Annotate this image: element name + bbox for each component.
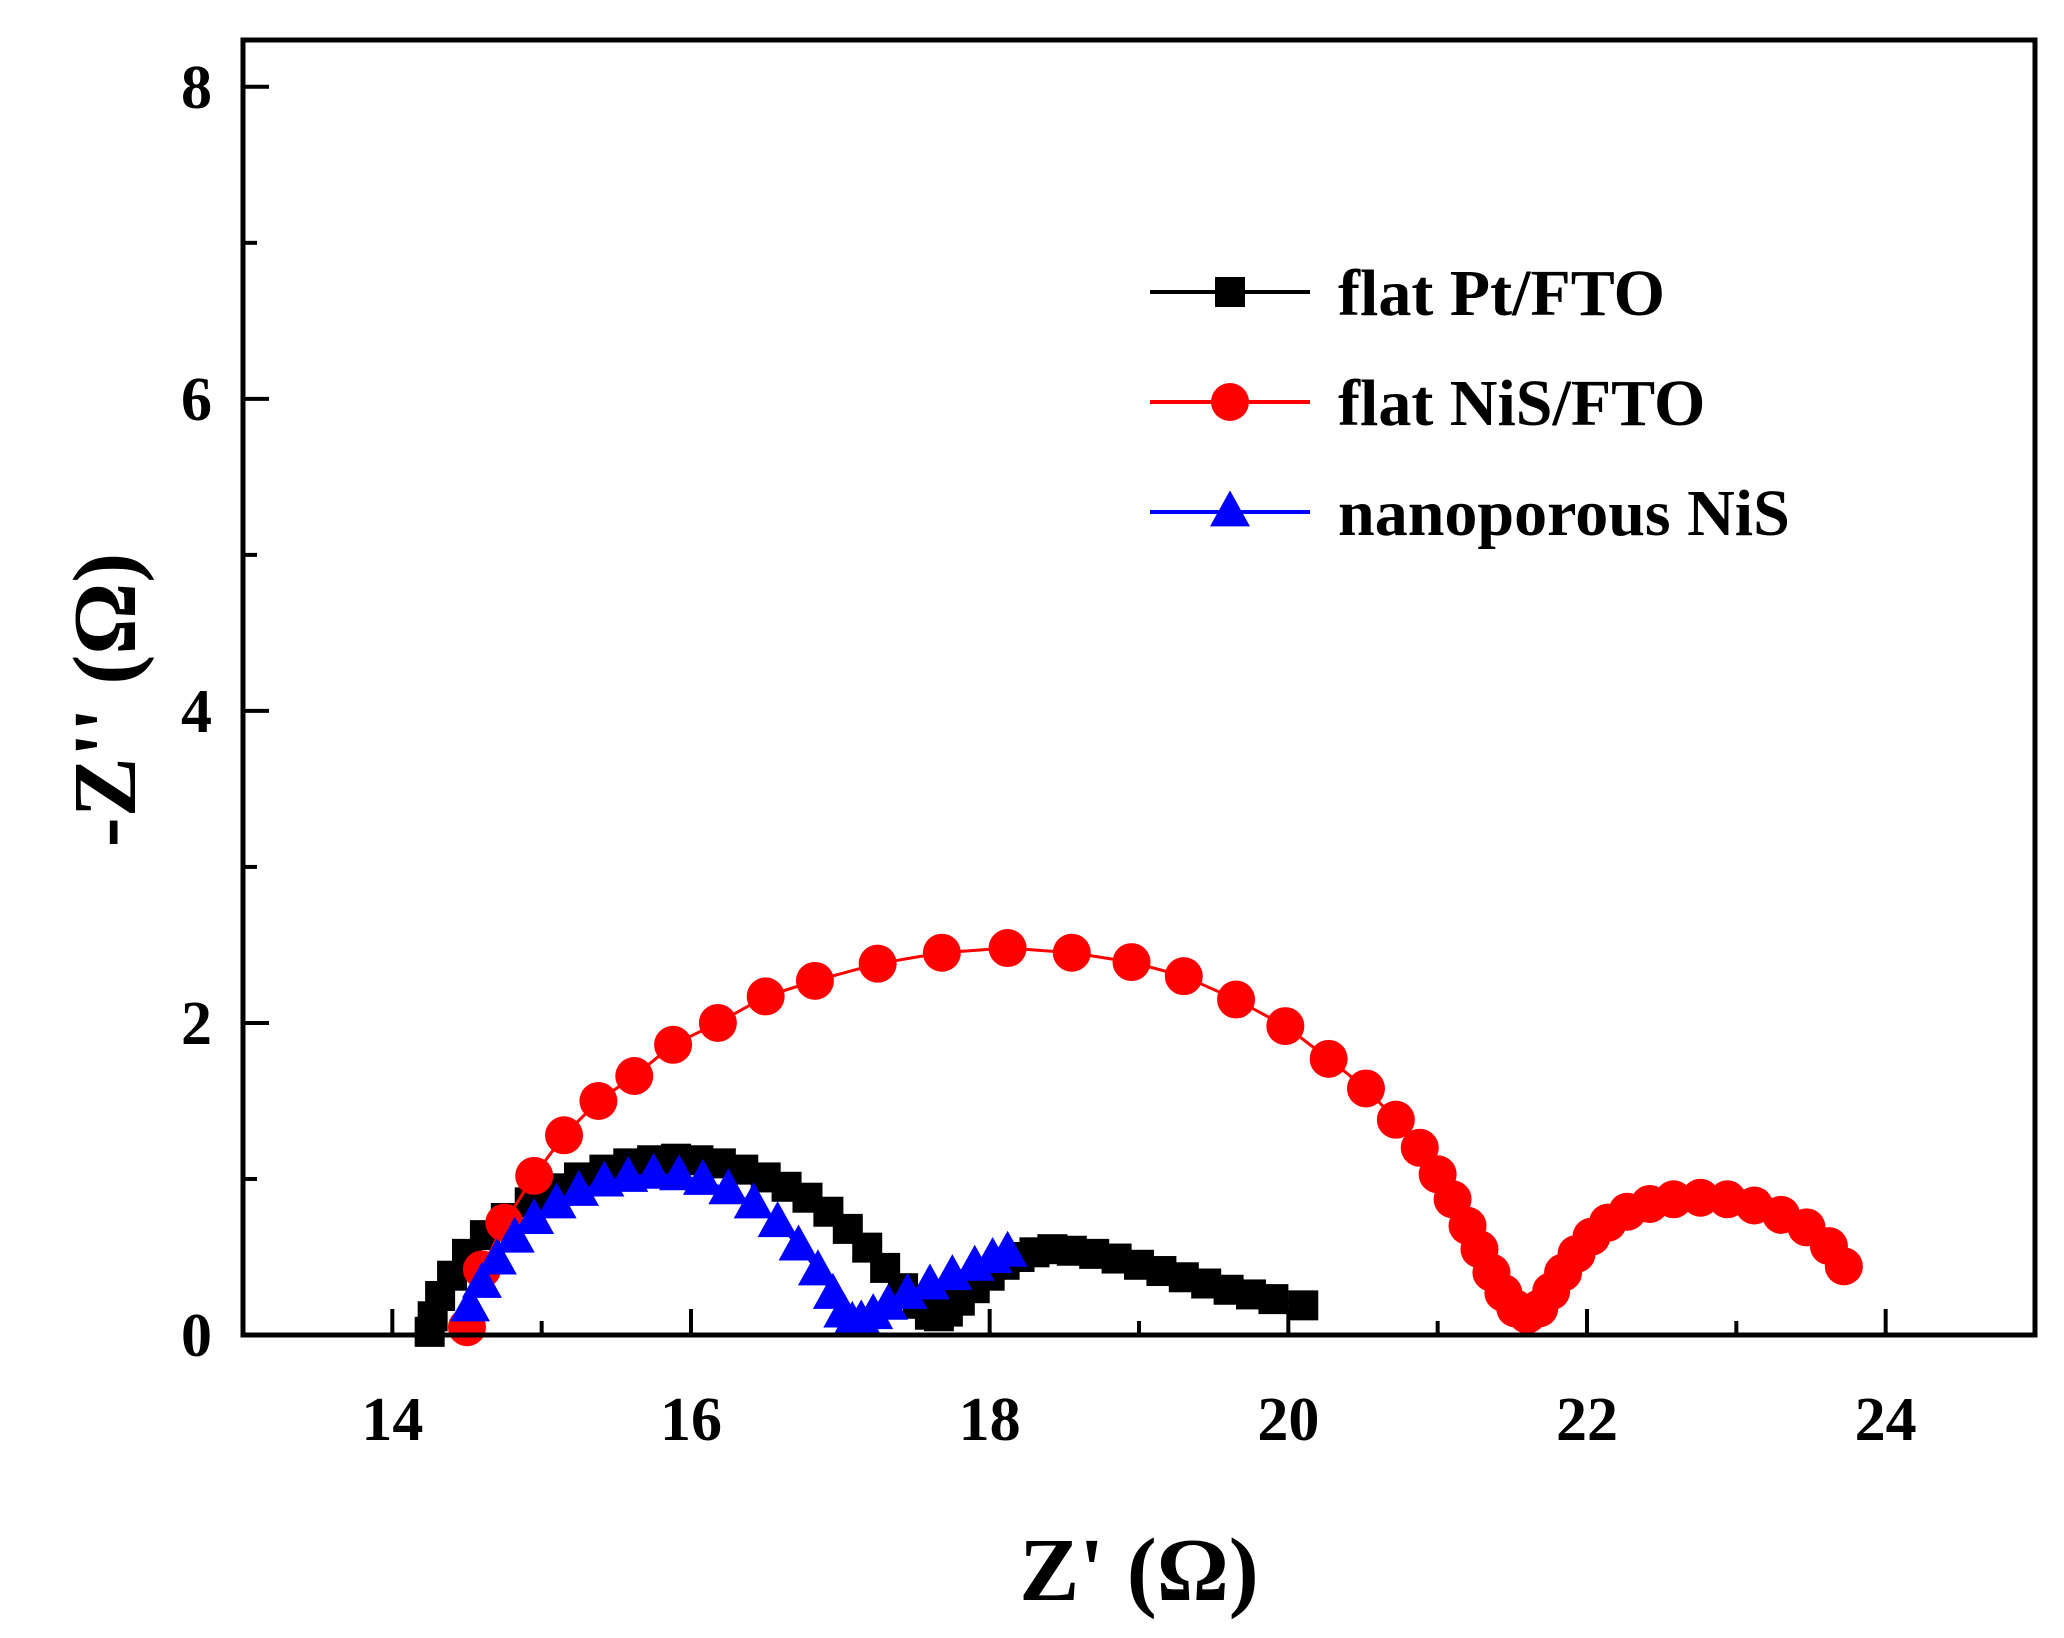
data-point [545, 1116, 584, 1155]
plot-frame [240, 37, 2038, 1338]
data-point [536, 1182, 577, 1219]
data-point [858, 944, 897, 983]
data-point [515, 1156, 554, 1195]
y-tick-label: 4 [181, 678, 212, 746]
data-point [615, 1057, 654, 1095]
series-flat-nis-fto [448, 929, 1863, 1347]
data-point [698, 1003, 737, 1042]
data-series [414, 929, 1863, 1347]
y-tick-label: 8 [181, 54, 212, 122]
data-point [659, 1154, 700, 1191]
y-tick-label: 0 [181, 1302, 212, 1370]
data-point [1217, 980, 1256, 1019]
data-point [1309, 1039, 1348, 1078]
x-tick-label: 18 [959, 1386, 1021, 1454]
data-point [461, 1261, 502, 1298]
data-point [757, 1201, 798, 1238]
data-point [1258, 1284, 1289, 1315]
data-point [1346, 1069, 1385, 1108]
data-point [579, 1081, 618, 1120]
legend-entry: flat Pt/FTO [1150, 257, 1665, 330]
data-point [909, 1263, 950, 1300]
data-point [1052, 933, 1091, 972]
x-axis-title: Z' (Ω) [1019, 1521, 1259, 1620]
data-point [1654, 1180, 1693, 1219]
legend-entry: nanoporous NiS [1150, 477, 1790, 550]
x-tick-label: 16 [660, 1386, 722, 1454]
data-point [476, 1238, 517, 1275]
data-point [932, 1254, 973, 1291]
data-point [633, 1152, 674, 1189]
data-point [654, 1025, 693, 1064]
data-point [1376, 1100, 1415, 1139]
legend-marker [1211, 383, 1249, 421]
data-point [449, 1285, 490, 1322]
x-tick-label: 24 [1855, 1386, 1917, 1454]
legend-entry: flat NiS/FTO [1150, 367, 1705, 440]
data-point [733, 1182, 774, 1219]
x-tick-label: 20 [1257, 1386, 1319, 1454]
data-point [1112, 943, 1151, 982]
y-tick-label: 6 [181, 366, 212, 434]
data-point [682, 1158, 723, 1195]
data-point [708, 1168, 749, 1205]
data-point [1681, 1178, 1720, 1217]
y-axis-title: -Z'' (Ω) [56, 553, 155, 848]
data-point [1288, 1290, 1319, 1321]
data-point [795, 961, 834, 1000]
data-point [1164, 957, 1203, 996]
data-point [922, 933, 961, 972]
data-point [494, 1216, 535, 1253]
legend-label: flat Pt/FTO [1338, 257, 1665, 330]
y-tick-label: 2 [181, 990, 212, 1058]
x-tick-label: 22 [1556, 1386, 1618, 1454]
data-point [559, 1169, 599, 1206]
data-point [1266, 1007, 1305, 1046]
legend-label: flat NiS/FTO [1338, 367, 1705, 440]
data-point [797, 1249, 838, 1286]
data-point [1824, 1247, 1863, 1286]
series-nanoporous-nis [449, 1152, 1028, 1337]
legend: flat Pt/FTO flat NiS/FTO nanoporous NiS [1150, 257, 1790, 550]
data-point [778, 1224, 819, 1261]
legend-marker [1215, 277, 1245, 307]
data-point [746, 977, 785, 1016]
data-point [987, 1230, 1028, 1267]
legend-label: nanoporous NiS [1338, 477, 1790, 550]
data-point [868, 1283, 909, 1320]
data-point [887, 1272, 928, 1309]
data-point [988, 929, 1027, 968]
data-point [514, 1197, 555, 1234]
x-tick-label: 14 [361, 1386, 423, 1454]
legend-marker [1210, 490, 1250, 527]
